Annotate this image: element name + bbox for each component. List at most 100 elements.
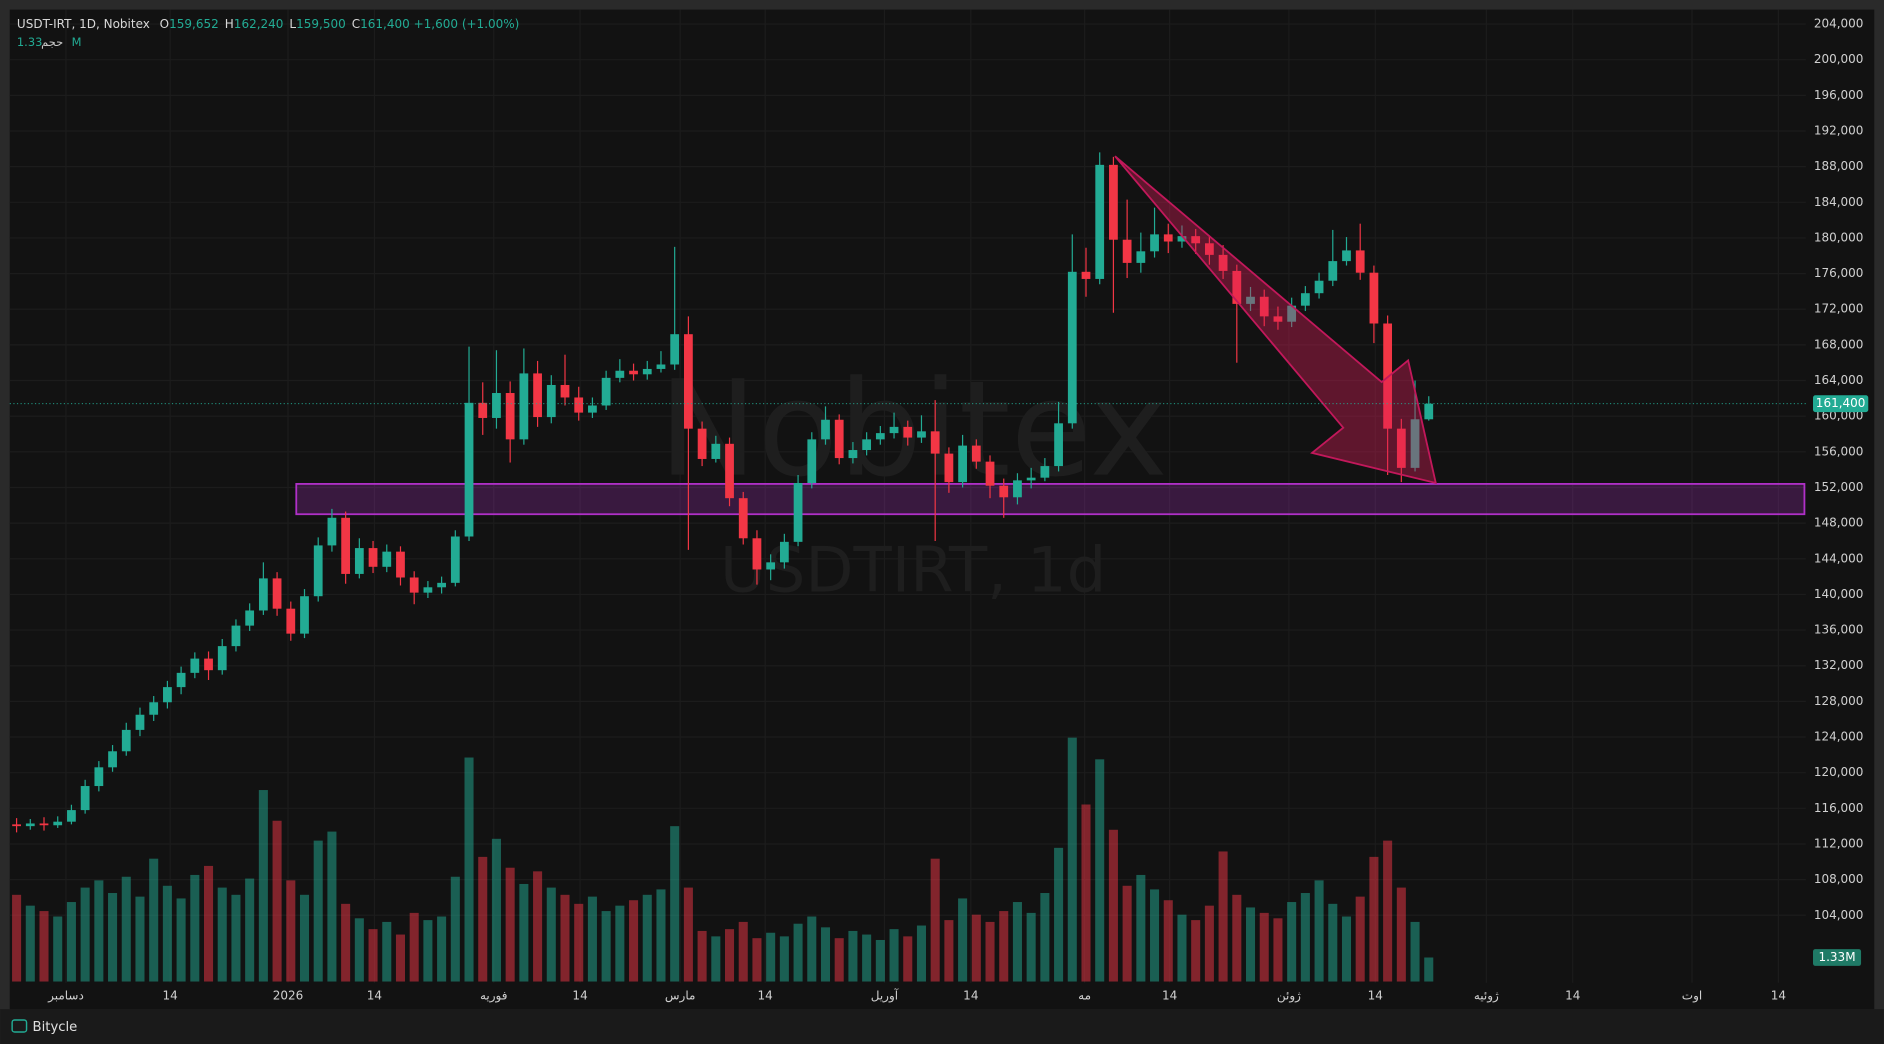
volume-bar <box>1287 902 1297 982</box>
candle-body <box>944 453 954 483</box>
x-tick-label: 14 <box>367 988 382 1002</box>
candle-body <box>574 397 584 413</box>
x-tick-label: 14 <box>1368 988 1383 1002</box>
volume-legend-label: حجم <box>41 35 63 49</box>
candle-body <box>1246 296 1255 304</box>
x-tick-label: ژوئن <box>1277 988 1301 1003</box>
volume-bar <box>368 929 378 982</box>
candle-body <box>1122 239 1132 263</box>
candle-body <box>793 483 803 542</box>
candle-body <box>1191 236 1201 244</box>
y-tick-label: 176,000 <box>1814 266 1864 280</box>
candle-body <box>821 419 830 440</box>
volume-bar <box>478 856 488 982</box>
volume-bar <box>930 858 940 982</box>
candle-body <box>149 702 159 715</box>
candle-body <box>437 582 446 588</box>
candle-body <box>1369 272 1379 324</box>
candle-body <box>917 431 926 438</box>
x-tick-label: دسامبر <box>47 988 84 1003</box>
volume-bar <box>108 893 118 982</box>
support-zone <box>295 483 1806 516</box>
last-price-box <box>1813 395 1869 413</box>
candle-body <box>807 439 817 484</box>
candle-body <box>958 445 967 483</box>
watermark-symbol: USDTIRT, 1d <box>720 533 1106 606</box>
candle-body <box>848 450 858 459</box>
volume-bar <box>1054 847 1064 982</box>
candle-body <box>875 433 885 440</box>
volume-bar <box>409 912 419 982</box>
candle-body <box>656 364 666 369</box>
volume-layer <box>12 737 1434 982</box>
candle-body <box>1026 477 1036 481</box>
volume-bar <box>1163 900 1173 982</box>
volume-bar <box>601 911 611 982</box>
volume-bar <box>1341 916 1352 982</box>
volume-bar <box>1150 889 1160 982</box>
volume-bar <box>971 914 981 982</box>
volume-bar <box>629 900 639 982</box>
change: +1,600 (+1.00%) <box>414 17 520 31</box>
volume-bar <box>574 903 584 982</box>
volume-bar <box>1232 894 1242 982</box>
y-tick-label: 116,000 <box>1814 801 1864 815</box>
volume-bar <box>39 911 49 982</box>
y-tick-label: 132,000 <box>1814 658 1864 672</box>
x-tick-label: 14 <box>1565 988 1580 1002</box>
candle-body <box>492 393 501 418</box>
volume-bar <box>121 876 131 982</box>
logo-icon <box>11 1019 28 1033</box>
volume-bar <box>560 894 570 982</box>
candle-body <box>1396 428 1406 468</box>
volume-bar <box>1067 737 1077 982</box>
volume-bar <box>1108 829 1118 982</box>
candle-body <box>533 373 542 418</box>
volume-bar <box>149 858 159 982</box>
volume-bar <box>916 925 926 982</box>
volume-bar <box>1396 887 1406 982</box>
y-tick-label: 128,000 <box>1814 694 1864 708</box>
y-tick-label: 124,000 <box>1814 730 1864 744</box>
volume-bar <box>1095 759 1105 982</box>
candle-body <box>163 687 172 703</box>
x-tick-label: 14 <box>162 988 177 1002</box>
trend-arrow <box>1114 155 1437 485</box>
y-tick-label: 204,000 <box>1814 17 1864 31</box>
volume-bar <box>738 921 748 982</box>
candle-body <box>601 377 611 406</box>
volume-bar <box>299 894 310 982</box>
candle-body <box>615 370 625 378</box>
candle-body <box>176 672 186 688</box>
candle-body <box>204 658 213 671</box>
last-volume-box <box>1813 949 1862 966</box>
volume-bar <box>1383 840 1393 982</box>
candle-body <box>1109 164 1118 240</box>
y-tick-label: 172,000 <box>1814 302 1864 316</box>
volume-bar <box>190 874 200 982</box>
volume-bar <box>642 894 652 982</box>
volume-bar <box>341 903 351 982</box>
volume-bar <box>1424 957 1434 982</box>
x-tick-label: اوت <box>1682 988 1702 1003</box>
x-tick-label: مارس <box>665 988 696 1003</box>
candle-body <box>478 402 488 418</box>
volume-bar <box>395 934 405 982</box>
volume-bar <box>848 930 858 982</box>
volume-bar <box>1177 914 1187 982</box>
candle-body <box>1177 236 1187 242</box>
volume-legend: حجم 1.33 M <box>17 35 82 49</box>
candle-body <box>930 431 940 454</box>
candle-body <box>382 551 392 567</box>
volume-bar <box>1191 920 1201 982</box>
y-tick-label: 188,000 <box>1814 159 1864 173</box>
volume-bar <box>875 939 885 982</box>
volume-bar <box>176 898 186 982</box>
volume-bar <box>25 905 35 982</box>
volume-bar <box>1081 804 1091 982</box>
volume-bar <box>1136 874 1146 982</box>
volume-bar <box>1012 902 1022 982</box>
symbol-title: USDT-IRT, 1D, Nobitex <box>17 17 150 31</box>
volume-bar <box>450 876 460 982</box>
